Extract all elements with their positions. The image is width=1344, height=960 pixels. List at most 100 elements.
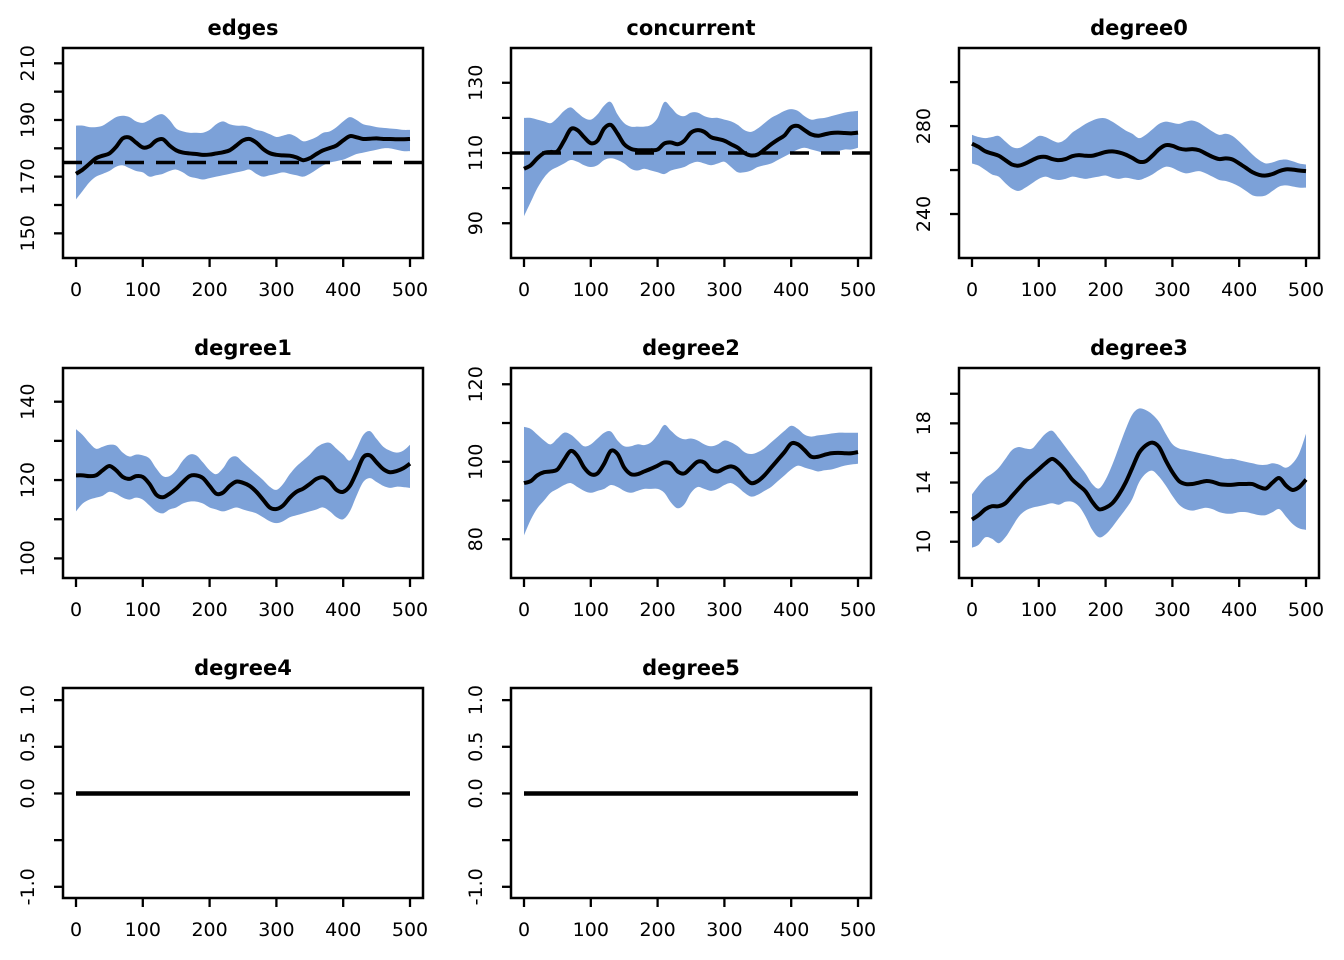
x-tick-label: 400 xyxy=(773,599,809,621)
y-tick-label: 170 xyxy=(17,159,39,195)
panel-concurrent: concurrent 0 100 200 300 400 500 90 110 130 xyxy=(448,0,896,320)
panel-title: degree4 xyxy=(194,656,292,680)
x-tick-label: 200 xyxy=(639,279,675,301)
x-tick-label: 400 xyxy=(1221,599,1257,621)
plot-box xyxy=(61,46,425,260)
x-tick-label: 0 xyxy=(518,599,530,621)
x-tick-label: 500 xyxy=(392,919,428,941)
simulation-band-degree1 xyxy=(76,429,410,524)
y-tick-label: 0.5 xyxy=(465,732,487,762)
x-tick-label: 500 xyxy=(392,599,428,621)
chart-svg: degree5 0 100 200 300 400 500 -1.0 0.0 0.5 1.0 xyxy=(465,656,876,941)
x-tick-label: 200 xyxy=(1087,599,1123,621)
plot-box xyxy=(61,366,425,580)
chart-svg: degree0 0 100 200 300 400 500 240 280 xyxy=(913,16,1324,301)
x-tick-label: 300 xyxy=(706,599,742,621)
simulation-band-edges xyxy=(76,114,410,200)
x-tick-label: 100 xyxy=(125,599,161,621)
x-tick-label: 500 xyxy=(840,279,876,301)
panel-degree3: degree3 0 100 200 300 400 500 10 14 18 xyxy=(896,320,1344,640)
y-tick-label: 240 xyxy=(913,196,935,232)
chart-svg: degree4 0 100 200 300 400 500 -1.0 0.0 0.5 1.0 xyxy=(17,656,428,941)
panel-title: concurrent xyxy=(626,16,755,40)
panel-title: degree5 xyxy=(642,656,740,680)
panel-title: edges xyxy=(207,16,278,40)
chart-svg: degree1 0 100 200 300 400 500 100 120 140 xyxy=(17,336,428,621)
y-tick-label: -1.0 xyxy=(465,868,487,905)
y-tick-label: 1.0 xyxy=(465,685,487,715)
x-tick-label: 500 xyxy=(392,279,428,301)
y-tick-label: 0.0 xyxy=(17,778,39,808)
x-tick-label: 100 xyxy=(125,919,161,941)
x-tick-label: 0 xyxy=(70,919,82,941)
x-tick-label: 400 xyxy=(325,279,361,301)
x-tick-label: 300 xyxy=(706,279,742,301)
x-tick-label: 200 xyxy=(1087,279,1123,301)
y-tick-label: 14 xyxy=(913,470,935,494)
smoothed-mean-line-degree1 xyxy=(75,452,412,512)
smoothed-mean-line-degree2 xyxy=(523,440,859,486)
y-tick-label: 100 xyxy=(465,444,487,480)
x-tick-label: 100 xyxy=(573,279,609,301)
x-tick-label: 500 xyxy=(1288,599,1324,621)
simulation-band-degree2 xyxy=(524,424,858,536)
chart-svg: edges 0 100 200 300 400 500 150 170 190 210 xyxy=(17,16,428,301)
y-tick-label: 1.0 xyxy=(17,685,39,715)
x-tick-label: 300 xyxy=(1154,279,1190,301)
panel-title: degree1 xyxy=(194,336,292,360)
smoothed-mean-line-degree3 xyxy=(970,440,1308,522)
panel-degree1: degree1 0 100 200 300 400 500 100 120 140 xyxy=(0,320,448,640)
y-tick-label: 120 xyxy=(465,366,487,402)
y-tick-label: 0.0 xyxy=(465,778,487,808)
x-tick-label: 0 xyxy=(518,279,530,301)
x-tick-label: 400 xyxy=(773,279,809,301)
x-tick-label: 0 xyxy=(966,599,978,621)
x-tick-label: 500 xyxy=(1288,279,1324,301)
panel-degree4: degree4 0 100 200 300 400 500 -1.0 0.0 0.5 1.0 xyxy=(0,640,448,960)
y-tick-label: 130 xyxy=(465,65,487,101)
x-tick-label: 200 xyxy=(639,599,675,621)
x-tick-label: 100 xyxy=(1021,599,1057,621)
y-tick-label: 80 xyxy=(465,527,487,551)
panel-degree2: degree2 0 100 200 300 400 500 80 100 120 xyxy=(448,320,896,640)
x-tick-label: 100 xyxy=(573,919,609,941)
x-tick-label: 300 xyxy=(1154,599,1190,621)
x-tick-label: 200 xyxy=(191,919,227,941)
panel-title: degree2 xyxy=(642,336,740,360)
y-tick-label: 190 xyxy=(17,102,39,138)
simulation-band-degree0 xyxy=(972,118,1306,197)
y-tick-label: 18 xyxy=(913,411,935,435)
panel-title: degree0 xyxy=(1090,16,1188,40)
smoothed-mean-line-edges xyxy=(74,134,411,176)
x-tick-label: 100 xyxy=(125,279,161,301)
y-tick-label: 140 xyxy=(17,384,39,420)
y-tick-label: 210 xyxy=(17,45,39,81)
chart-svg: degree2 0 100 200 300 400 500 80 100 120 xyxy=(465,336,876,621)
smoothed-mean-line-concurrent xyxy=(523,122,859,171)
plot-box xyxy=(957,46,1321,260)
x-tick-label: 300 xyxy=(258,279,294,301)
x-tick-label: 300 xyxy=(258,919,294,941)
simulation-band-concurrent xyxy=(524,101,858,217)
plot-box xyxy=(957,366,1321,580)
x-tick-label: 0 xyxy=(70,279,82,301)
y-tick-label: 0.5 xyxy=(17,732,39,762)
x-tick-label: 0 xyxy=(966,279,978,301)
y-tick-label: 110 xyxy=(465,135,487,171)
y-tick-label: 120 xyxy=(17,462,39,498)
simulation-band-degree3 xyxy=(972,408,1306,548)
smoothed-mean-line-degree0 xyxy=(971,141,1307,178)
x-tick-label: 200 xyxy=(639,919,675,941)
chart-svg: degree3 0 100 200 300 400 500 10 14 18 xyxy=(913,336,1324,621)
x-tick-label: 0 xyxy=(518,919,530,941)
x-tick-label: 300 xyxy=(258,599,294,621)
x-tick-label: 400 xyxy=(325,599,361,621)
chart-svg: concurrent 0 100 200 300 400 500 90 110 130 xyxy=(465,16,876,301)
y-tick-label: 280 xyxy=(913,108,935,144)
x-tick-label: 100 xyxy=(1021,279,1057,301)
panel-title: degree3 xyxy=(1090,336,1188,360)
panel-degree5: degree5 0 100 200 300 400 500 -1.0 0.0 0.5 1.0 xyxy=(448,640,896,960)
y-tick-label: 150 xyxy=(17,215,39,251)
plot-box xyxy=(509,366,873,580)
